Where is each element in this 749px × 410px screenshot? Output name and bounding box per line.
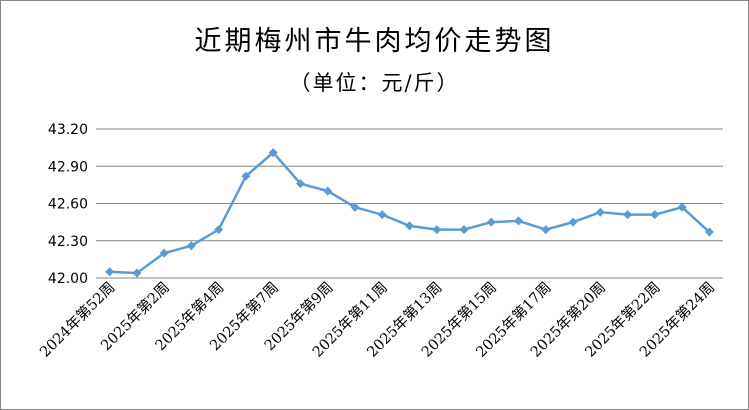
chart-subtitle: （单位：元/斤） [289, 71, 460, 95]
data-point [595, 207, 605, 217]
data-point [514, 216, 524, 226]
gridlines [96, 128, 723, 279]
data-point [486, 217, 496, 227]
data-point [214, 225, 224, 235]
data-point [405, 221, 414, 231]
data-point [295, 179, 305, 189]
chart-title: 近期梅州市牛肉均价走势图 [194, 26, 555, 57]
y-tick-label: 42.60 [48, 197, 88, 213]
data-point [105, 267, 115, 277]
data-point [623, 210, 633, 220]
x-axis-ticks: 2024年第52周2025年第2周2025年第4周2025年第7周2025年第9… [36, 278, 718, 361]
data-point [432, 225, 442, 235]
data-point [459, 225, 469, 235]
y-tick-label: 42.30 [48, 234, 88, 250]
y-tick-label: 43.20 [48, 122, 88, 138]
data-point [241, 171, 251, 181]
data-point [377, 210, 387, 220]
data-point [350, 202, 360, 212]
y-axis-ticks: 43.20 42.90 42.60 42.30 42.00 [48, 122, 88, 287]
data-point [268, 148, 278, 158]
data-point [650, 210, 660, 220]
data-point [704, 227, 714, 237]
data-point [132, 268, 142, 278]
y-tick-label: 42.90 [48, 159, 88, 175]
series-layer [105, 148, 714, 278]
data-point [541, 225, 551, 235]
series-line [109, 151, 711, 275]
data-point [186, 241, 196, 251]
data-point [568, 217, 578, 227]
data-point [323, 186, 333, 196]
y-tick-label: 42.00 [48, 271, 88, 287]
data-point [677, 202, 687, 212]
data-point [159, 248, 169, 258]
